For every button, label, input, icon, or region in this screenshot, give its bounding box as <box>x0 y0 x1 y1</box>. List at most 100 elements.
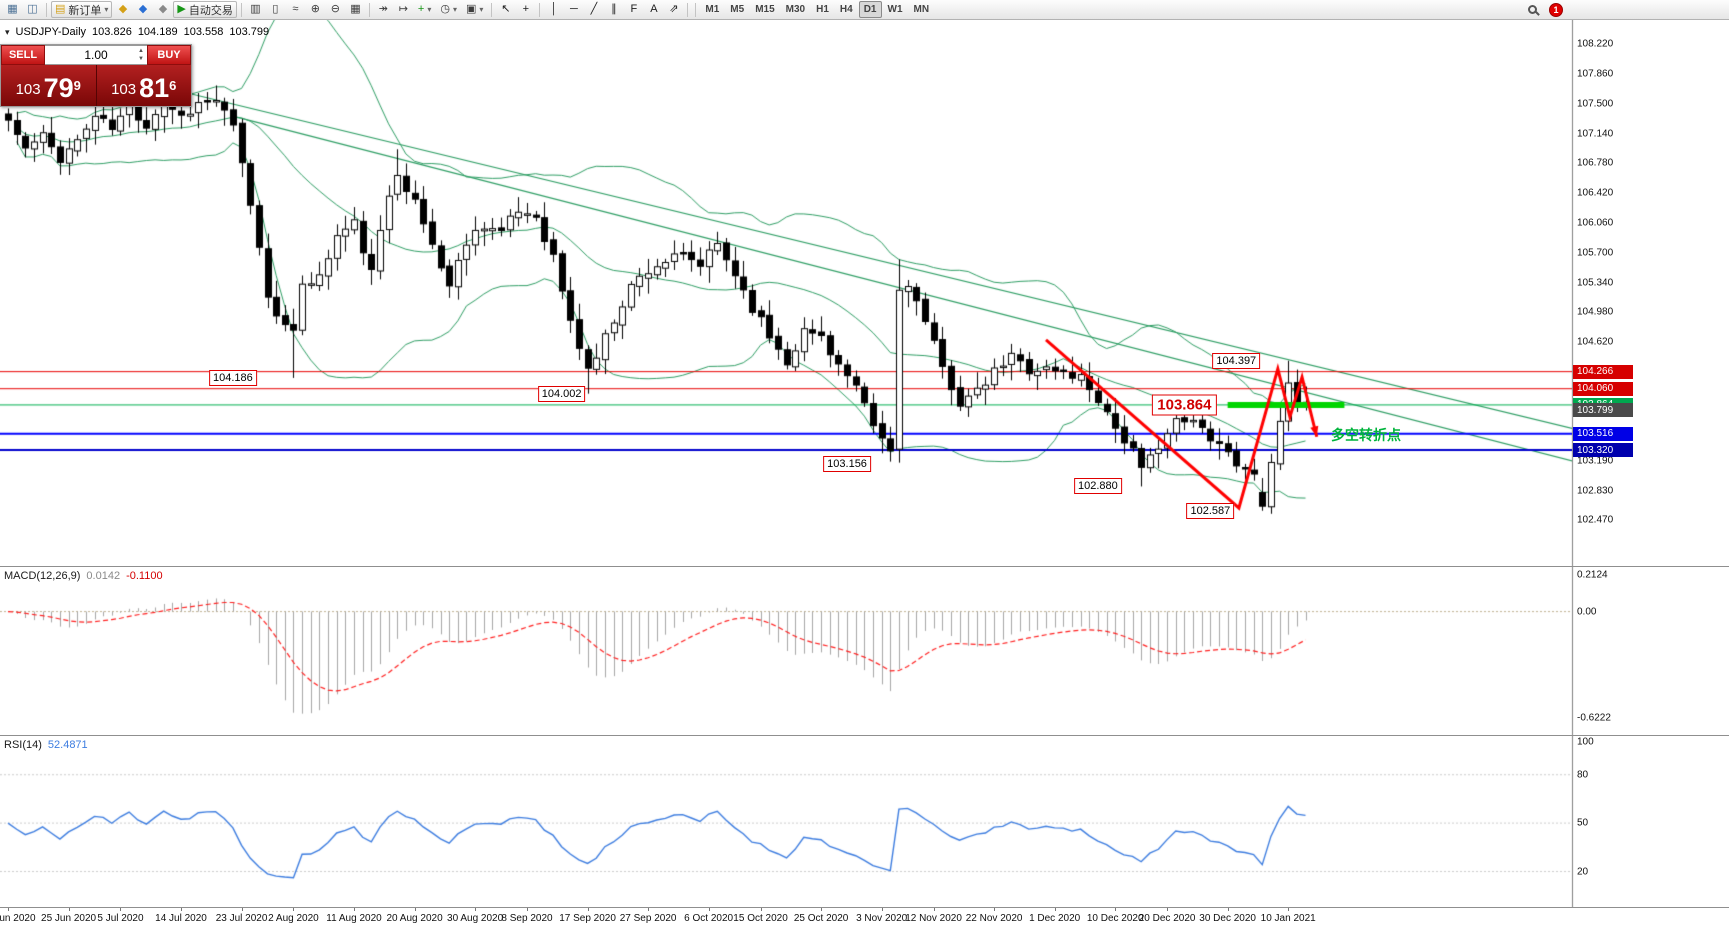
timeframes-menu-icon[interactable]: ◷ ▾ <box>436 1 461 18</box>
timeframe-h4[interactable]: H4 <box>839 4 853 15</box>
bar-chart-type-icon[interactable]: ▥ <box>246 1 265 18</box>
candlestick-chart-type-icon[interactable]: ▯ <box>266 1 285 18</box>
price-tick: 104.620 <box>1577 336 1614 348</box>
volume-input[interactable]: 1.00 ▲ ▼ <box>45 45 147 65</box>
autotrading-icon: ▶ <box>177 3 186 15</box>
time-tick <box>241 908 243 911</box>
trendline-icon: ╱ <box>590 3 598 15</box>
notifications-badge[interactable]: 1 <box>1549 2 1563 17</box>
date-label: 14 Jul 2020 <box>155 913 207 924</box>
new-order-button[interactable]: ▤ 新订单 ▾ <box>51 1 113 18</box>
price-label-104397[interactable]: 104.397 <box>1212 352 1261 369</box>
symbol-ohlc: ▾ USDJPY-Daily 103.826 104.189 103.558 1… <box>5 26 269 38</box>
price-marker: 103.799 <box>1573 403 1633 418</box>
time-tick <box>68 908 70 911</box>
macd-canvas[interactable] <box>0 567 1729 735</box>
horizontal-line-icon[interactable]: ─ <box>564 1 583 18</box>
date-label: 20 Dec 2020 <box>1138 913 1196 924</box>
volume-stepper[interactable]: ▲ ▼ <box>138 47 144 63</box>
price-label-104002[interactable]: 104.002 <box>537 385 586 402</box>
sell-price[interactable]: 103 79 9 <box>1 65 97 106</box>
time-tick <box>354 908 355 911</box>
time-tick <box>760 908 762 911</box>
alerts-icon[interactable]: ◆ <box>153 1 172 18</box>
cursor-icon: ↖ <box>501 3 511 15</box>
price-label-102587[interactable]: 102.587 <box>1186 502 1235 519</box>
timeframe-m5[interactable]: M5 <box>730 4 745 15</box>
date-label: 30 Aug 2020 <box>447 913 504 924</box>
price-tick: 103.190 <box>1577 455 1614 467</box>
fibonacci-icon[interactable]: F <box>624 1 643 18</box>
price-label-104186[interactable]: 104.186 <box>209 370 257 387</box>
main-chart-panel: ▾ USDJPY-Daily 103.826 104.189 103.558 1… <box>0 20 1729 567</box>
auto-scroll-icon[interactable]: ↠ <box>374 1 393 18</box>
search-icon[interactable] <box>1523 1 1542 18</box>
crosshair-icon[interactable]: + <box>516 1 535 18</box>
chart-symbol-icon: ▾ <box>5 26 10 37</box>
chart-profiles-icon[interactable]: ◫ <box>23 1 42 18</box>
timeframe-d1[interactable]: D1 <box>858 1 882 18</box>
stepper-down-icon[interactable]: ▼ <box>138 56 144 62</box>
alerts-icon: ◆ <box>158 3 168 15</box>
rsi-tick: 80 <box>1577 769 1589 781</box>
equidistant-channel-icon[interactable]: ∥ <box>604 1 623 18</box>
price-label-103156[interactable]: 103.156 <box>823 455 871 472</box>
buy-price-main: 81 <box>139 73 170 103</box>
toolbar-separator <box>539 2 541 17</box>
date-label: 12 Nov 2020 <box>905 913 962 924</box>
price-tick: 105.340 <box>1577 277 1614 289</box>
new-chart-icon[interactable]: ▦ <box>3 1 22 18</box>
autotrading-button[interactable]: ▶ 自动交易 <box>173 1 237 18</box>
reversal-point-note[interactable]: 多空转折点 <box>1331 427 1402 444</box>
toolbar-separator <box>695 2 697 17</box>
date-label: 27 Sep 2020 <box>619 913 677 924</box>
time-tick <box>708 908 710 911</box>
chart-shift-icon[interactable]: ↦ <box>394 1 413 18</box>
buy-button[interactable]: BUY <box>147 45 191 65</box>
global-news-icon[interactable]: ◆ <box>133 1 152 18</box>
time-tick <box>933 908 935 911</box>
history-center-icon[interactable]: ◆ <box>113 1 132 18</box>
timeframe-m30[interactable]: M30 <box>785 4 806 15</box>
sell-price-pip: 9 <box>73 78 81 93</box>
toolbar-right-group: 1 <box>1523 1 1563 18</box>
indicators-icon-dropdown-icon: ▾ <box>427 5 432 14</box>
templates-icon[interactable]: ▣ ▾ <box>462 1 487 18</box>
price-chart-canvas[interactable] <box>0 20 1729 566</box>
rsi-canvas[interactable] <box>0 736 1729 907</box>
time-tick <box>1115 908 1117 911</box>
timeframe-w1[interactable]: W1 <box>887 4 903 15</box>
ohlc-high: 104.189 <box>137 26 178 38</box>
price-tick: 106.060 <box>1577 217 1614 229</box>
time-tick <box>293 908 295 911</box>
timeframe-m1[interactable]: M1 <box>705 4 720 15</box>
key-level-label-103864[interactable]: 103.864 <box>1152 394 1217 416</box>
buy-price[interactable]: 103 81 6 <box>96 65 191 106</box>
sell-price-prefix: 103 <box>15 81 41 98</box>
auto-scroll-icon: ↠ <box>378 3 388 15</box>
line-chart-type-icon[interactable]: ≈ <box>286 1 305 18</box>
zoom-in-icon[interactable]: ⊕ <box>306 1 325 18</box>
price-label-102880[interactable]: 102.880 <box>1074 478 1122 495</box>
timeframe-h1[interactable]: H1 <box>816 4 829 15</box>
arrows-icon[interactable]: ⇗ <box>664 1 683 18</box>
sell-button[interactable]: SELL <box>1 45 45 65</box>
macd-tick: 0.2124 <box>1577 569 1608 581</box>
zoom-out-icon[interactable]: ⊖ <box>326 1 345 18</box>
date-label: 6 Oct 2020 <box>684 913 734 924</box>
timeframe-m15[interactable]: M15 <box>755 4 775 15</box>
text-icon[interactable]: A <box>644 1 663 18</box>
toolbar: ▦ ◫ ▤ 新订单 ▾ ◆ ◆ ◆ ▶ 自动交易 ▥ ▯ ≈ ⊕ ⊖ ▦ ↠ ↦ + ▾ ◷ ▾ ▣ ▾ ↖ + │ ─ ╱ ∥ F A ⇗ M1… <box>0 0 1729 20</box>
indicators-icon[interactable]: + ▾ <box>414 1 435 18</box>
cursor-icon[interactable]: ↖ <box>496 1 515 18</box>
timeframe-mn[interactable]: MN <box>913 4 930 15</box>
vertical-line-icon[interactable]: │ <box>544 1 563 18</box>
tile-windows-icon[interactable]: ▦ <box>346 1 365 18</box>
volume-value: 1.00 <box>84 48 108 62</box>
trendline-icon[interactable]: ╱ <box>584 1 603 18</box>
global-news-icon: ◆ <box>138 3 148 15</box>
date-label: 10 Jan 2021 <box>1260 913 1316 924</box>
stepper-up-icon[interactable]: ▲ <box>138 48 144 54</box>
date-label: 2 Aug 2020 <box>268 913 319 924</box>
